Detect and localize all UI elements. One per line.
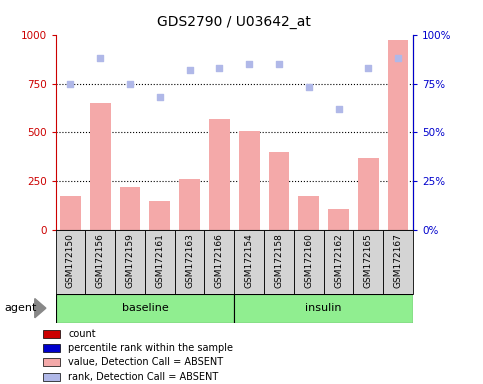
Text: GSM172163: GSM172163: [185, 233, 194, 288]
Text: GSM172158: GSM172158: [274, 233, 284, 288]
Text: GSM172160: GSM172160: [304, 233, 313, 288]
Text: rank, Detection Call = ABSENT: rank, Detection Call = ABSENT: [69, 372, 219, 382]
Point: [215, 65, 223, 71]
Point: [126, 81, 134, 87]
Bar: [179, 179, 200, 230]
Text: GSM172156: GSM172156: [96, 233, 105, 288]
Bar: [115, 230, 145, 294]
Bar: [120, 187, 141, 230]
Text: count: count: [69, 329, 96, 339]
Bar: [60, 196, 81, 230]
Bar: [294, 230, 324, 294]
Point: [185, 67, 193, 73]
Bar: [383, 230, 413, 294]
Point: [335, 106, 342, 112]
Text: GSM172161: GSM172161: [156, 233, 164, 288]
Point: [67, 81, 74, 87]
Bar: [209, 119, 230, 230]
Text: percentile rank within the sample: percentile rank within the sample: [69, 343, 233, 353]
Text: baseline: baseline: [122, 303, 168, 313]
Bar: [234, 230, 264, 294]
Bar: [388, 40, 409, 230]
Text: GSM172167: GSM172167: [394, 233, 402, 288]
Point: [364, 65, 372, 71]
Bar: [234, 294, 413, 323]
Text: GSM172166: GSM172166: [215, 233, 224, 288]
Bar: [328, 209, 349, 230]
Polygon shape: [35, 299, 46, 318]
Bar: [324, 230, 354, 294]
Bar: [149, 201, 170, 230]
Bar: [239, 131, 259, 230]
Bar: [43, 329, 60, 338]
Bar: [56, 294, 234, 323]
Bar: [90, 103, 111, 230]
Bar: [175, 230, 204, 294]
Text: GSM172162: GSM172162: [334, 233, 343, 288]
Text: GSM172154: GSM172154: [245, 233, 254, 288]
Point: [275, 61, 283, 67]
Text: GSM172150: GSM172150: [66, 233, 75, 288]
Bar: [264, 230, 294, 294]
Bar: [85, 230, 115, 294]
Text: GSM172165: GSM172165: [364, 233, 373, 288]
Bar: [269, 152, 289, 230]
Text: GSM172159: GSM172159: [126, 233, 134, 288]
Text: GDS2790 / U03642_at: GDS2790 / U03642_at: [157, 15, 311, 29]
Point: [97, 55, 104, 61]
Bar: [298, 196, 319, 230]
Point: [394, 55, 402, 61]
Bar: [56, 230, 85, 294]
Text: agent: agent: [5, 303, 37, 313]
Text: value, Detection Call = ABSENT: value, Detection Call = ABSENT: [69, 358, 224, 367]
Text: insulin: insulin: [305, 303, 342, 313]
Point: [245, 61, 253, 67]
Bar: [43, 358, 60, 366]
Bar: [43, 344, 60, 352]
Bar: [354, 230, 383, 294]
Bar: [145, 230, 175, 294]
Bar: [204, 230, 234, 294]
Bar: [358, 158, 379, 230]
Bar: [43, 373, 60, 381]
Point: [156, 94, 164, 100]
Point: [305, 84, 313, 91]
